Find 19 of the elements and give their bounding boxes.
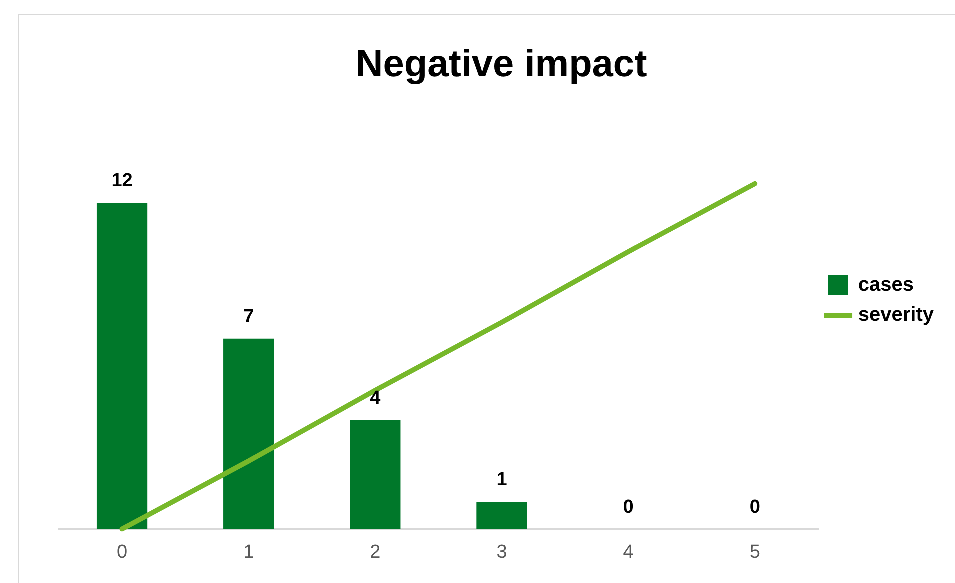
bar [224,338,274,530]
data-label: 0 [623,496,634,518]
x-tick-label: 3 [496,542,508,563]
data-label: 1 [496,470,508,491]
x-tick-label: 5 [750,542,760,563]
legend-label: severity [858,304,935,326]
chart-title: Negative impact [356,43,648,86]
data-label: 0 [750,496,760,518]
data-label: 4 [370,388,382,410]
bar [476,502,528,530]
legend-label: cases [858,274,914,296]
data-label: 7 [244,306,254,328]
x-tick-label: 2 [370,542,381,563]
x-tick-label: 4 [623,542,634,563]
data-label: 12 [112,170,133,192]
bar [350,420,401,530]
x-tick-label: 0 [116,542,128,563]
x-tick-label: 1 [244,542,254,563]
bar [96,202,148,530]
